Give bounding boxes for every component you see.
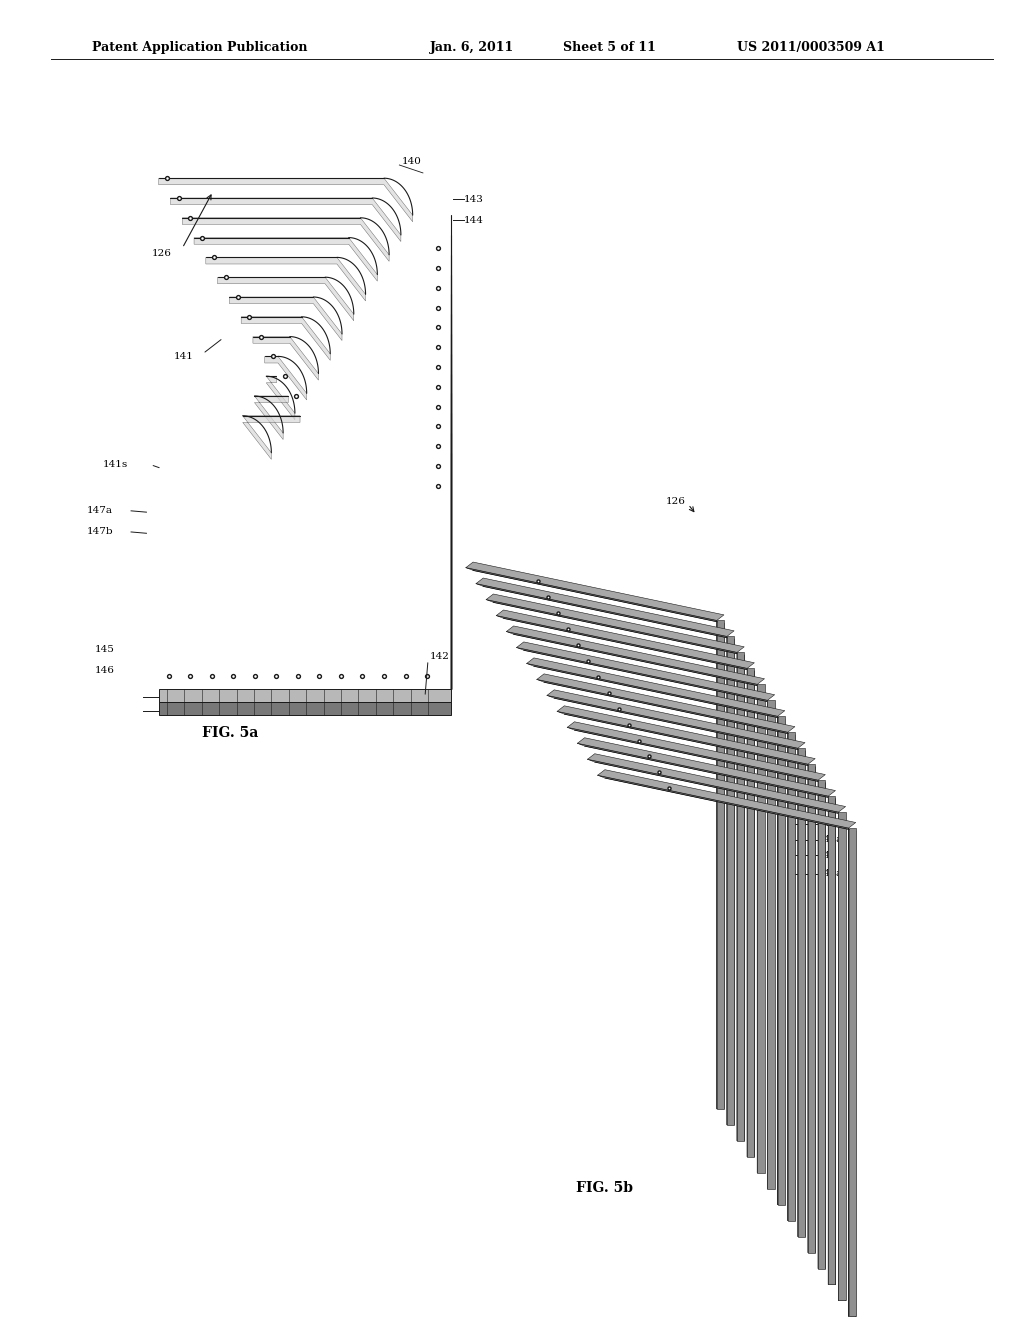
- Text: 141s: 141s: [102, 461, 128, 469]
- Polygon shape: [557, 711, 815, 1253]
- Polygon shape: [787, 733, 795, 1221]
- Text: 143: 143: [464, 195, 483, 203]
- Polygon shape: [537, 675, 795, 733]
- Polygon shape: [818, 780, 825, 1269]
- Polygon shape: [588, 754, 846, 812]
- Polygon shape: [567, 727, 825, 1269]
- Polygon shape: [537, 680, 795, 1221]
- Text: FIG. 5a: FIG. 5a: [202, 726, 259, 739]
- Text: 147b: 147b: [87, 528, 114, 536]
- Polygon shape: [242, 317, 330, 360]
- Polygon shape: [507, 626, 765, 684]
- Polygon shape: [777, 717, 784, 1205]
- Text: Jan. 6, 2011: Jan. 6, 2011: [430, 41, 514, 54]
- Polygon shape: [768, 700, 774, 1188]
- Polygon shape: [598, 770, 856, 828]
- Polygon shape: [217, 277, 354, 321]
- Polygon shape: [264, 356, 307, 400]
- Polygon shape: [547, 696, 805, 1237]
- Polygon shape: [159, 178, 413, 222]
- Polygon shape: [497, 615, 755, 1156]
- Polygon shape: [497, 610, 755, 668]
- Polygon shape: [849, 828, 856, 1316]
- Polygon shape: [253, 337, 318, 380]
- Polygon shape: [476, 578, 734, 636]
- Text: Sheet 5 of 11: Sheet 5 of 11: [563, 41, 656, 54]
- Polygon shape: [182, 218, 389, 261]
- Polygon shape: [517, 648, 774, 1188]
- Text: 143: 143: [819, 820, 838, 828]
- Polygon shape: [476, 583, 734, 1125]
- Polygon shape: [159, 702, 451, 715]
- Text: 147a: 147a: [87, 507, 113, 515]
- Polygon shape: [229, 297, 342, 341]
- Text: US 2011/0003509 A1: US 2011/0003509 A1: [737, 41, 885, 54]
- Polygon shape: [557, 706, 815, 764]
- Polygon shape: [466, 568, 724, 1109]
- Polygon shape: [578, 743, 836, 1284]
- Text: 144: 144: [819, 851, 838, 859]
- Polygon shape: [839, 812, 846, 1300]
- Polygon shape: [517, 642, 774, 700]
- Polygon shape: [727, 636, 734, 1125]
- Polygon shape: [170, 198, 401, 242]
- Polygon shape: [507, 631, 765, 1172]
- Polygon shape: [808, 764, 815, 1253]
- Polygon shape: [598, 775, 856, 1316]
- Polygon shape: [737, 652, 744, 1140]
- Polygon shape: [466, 562, 724, 620]
- Polygon shape: [717, 620, 724, 1109]
- Polygon shape: [798, 748, 805, 1237]
- Polygon shape: [588, 759, 846, 1300]
- Text: 146: 146: [95, 667, 115, 675]
- Text: 144: 144: [464, 216, 483, 224]
- Polygon shape: [828, 796, 836, 1284]
- Text: 126: 126: [152, 249, 171, 257]
- Polygon shape: [206, 257, 366, 301]
- Polygon shape: [254, 396, 289, 440]
- Polygon shape: [266, 376, 295, 420]
- Text: Patent Application Publication: Patent Application Publication: [92, 41, 307, 54]
- Text: 126: 126: [666, 498, 685, 506]
- Polygon shape: [758, 684, 765, 1172]
- Text: 140: 140: [401, 157, 421, 165]
- Polygon shape: [567, 722, 825, 780]
- Text: 142: 142: [430, 652, 450, 660]
- Polygon shape: [486, 599, 744, 1140]
- Polygon shape: [486, 594, 744, 652]
- Polygon shape: [547, 690, 805, 748]
- Text: FIG. 5b: FIG. 5b: [575, 1181, 633, 1195]
- Text: 141: 141: [174, 352, 194, 360]
- Polygon shape: [195, 238, 378, 281]
- Polygon shape: [526, 657, 784, 717]
- Polygon shape: [578, 738, 836, 796]
- Text: 143a: 143a: [819, 836, 843, 843]
- Polygon shape: [159, 689, 451, 702]
- Text: 144a: 144a: [819, 870, 843, 878]
- Text: 145: 145: [95, 645, 115, 653]
- Polygon shape: [526, 664, 784, 1205]
- Polygon shape: [243, 416, 300, 459]
- Polygon shape: [748, 668, 755, 1156]
